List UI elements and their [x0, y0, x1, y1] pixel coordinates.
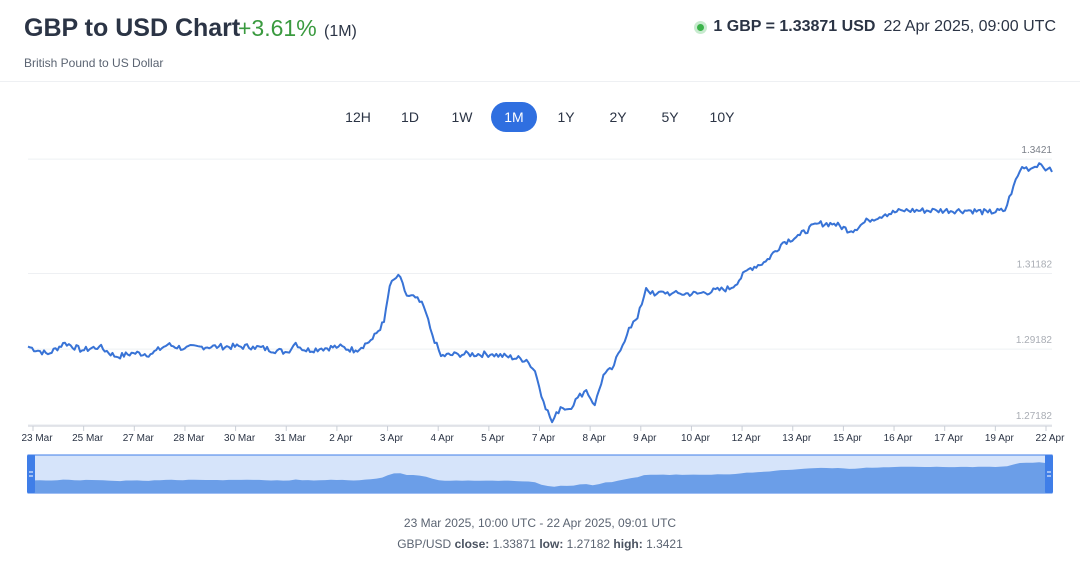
y-tick-label: 1.3421 — [1021, 145, 1052, 156]
low-value: 1.27182 — [566, 537, 611, 551]
x-tick-label: 10 Apr — [681, 433, 711, 444]
tab-1d[interactable]: 1D — [401, 109, 419, 125]
x-tick-label: 30 Mar — [224, 433, 256, 444]
x-tick-label: 13 Apr — [782, 433, 812, 444]
price-line — [27, 162, 1053, 424]
x-tick-label: 5 Apr — [481, 433, 505, 444]
live-rate: 1 GBP = 1.33871 USD 22 Apr 2025, 09:00 U… — [694, 18, 1056, 36]
high-value: 1.3421 — [646, 537, 683, 551]
x-tick-label: 17 Apr — [934, 433, 964, 444]
x-tick-label: 22 Apr — [1036, 433, 1066, 444]
x-tick-label: 3 Apr — [380, 433, 404, 444]
tab-2y[interactable]: 2Y — [609, 109, 627, 125]
x-tick-label: 31 Mar — [275, 433, 307, 444]
time-range-tabs: 12H 1D 1W 1M 1Y 2Y 5Y 10Y — [0, 102, 1080, 132]
tab-10y[interactable]: 10Y — [709, 109, 735, 125]
pair-label: GBP/USD — [397, 537, 452, 551]
x-tick-label: 28 Mar — [173, 433, 205, 444]
price-summary: GBP/USD close: 1.33871 low: 1.27182 high… — [0, 537, 1080, 551]
x-tick-label: 7 Apr — [532, 433, 556, 444]
chart-header: GBP to USD Chart +3.61% (1M) British Pou… — [0, 0, 1080, 82]
x-axis: 23 Mar 25 Mar 27 Mar 28 Mar 30 Mar 31 Mar 2 Ap… — [21, 425, 1066, 444]
x-tick-label: 15 Apr — [833, 433, 863, 444]
x-tick-label: 25 Mar — [72, 433, 104, 444]
period-label: (1M) — [324, 23, 357, 40]
y-tick-label: 1.29182 — [1016, 335, 1053, 346]
rate-value: 1 GBP = 1.33871 USD — [713, 18, 876, 35]
x-tick-label: 27 Mar — [123, 433, 155, 444]
tab-5y[interactable]: 5Y — [661, 109, 679, 125]
x-tick-label: 2 Apr — [329, 433, 353, 444]
percent-change: +3.61% — [238, 15, 317, 41]
tab-12h[interactable]: 12H — [345, 109, 371, 125]
date-range-text: 23 Mar 2025, 10:00 UTC - 22 Apr 2025, 09… — [403, 516, 677, 530]
y-tick-label: 1.31182 — [1017, 260, 1053, 271]
navigator-selection[interactable] — [27, 454, 1053, 494]
tab-1y[interactable]: 1Y — [557, 109, 575, 125]
y-tick-label: 1.27182 — [1016, 411, 1053, 422]
x-tick-label: 19 Apr — [985, 433, 1015, 444]
grid — [28, 158, 1052, 426]
high-label: high: — [613, 537, 643, 551]
x-tick-label: 16 Apr — [884, 433, 914, 444]
x-tick-label: 23 Mar — [21, 433, 53, 444]
close-label: close: — [454, 537, 490, 551]
page-title: GBP to USD Chart — [24, 14, 241, 42]
low-label: low: — [539, 537, 564, 551]
y-axis: 1.3421 1.31182 1.29182 1.27182 — [1016, 145, 1053, 422]
navigator-handle-left[interactable] — [27, 455, 35, 493]
rate-timestamp: 22 Apr 2025, 09:00 UTC — [883, 18, 1056, 35]
x-tick-label: 8 Apr — [582, 433, 606, 444]
live-status-icon — [694, 20, 708, 34]
page-subtitle: British Pound to US Dollar — [24, 56, 164, 70]
tab-1w[interactable]: 1W — [451, 109, 473, 125]
tab-1m[interactable]: 1M — [491, 102, 537, 132]
navigator-handle-right[interactable] — [1045, 455, 1053, 493]
navigator-area — [28, 462, 1052, 493]
close-value: 1.33871 — [492, 537, 536, 551]
x-tick-label: 4 Apr — [431, 433, 455, 444]
range-navigator[interactable] — [27, 454, 1053, 494]
x-tick-label: 12 Apr — [732, 433, 762, 444]
x-tick-label: 9 Apr — [633, 433, 657, 444]
